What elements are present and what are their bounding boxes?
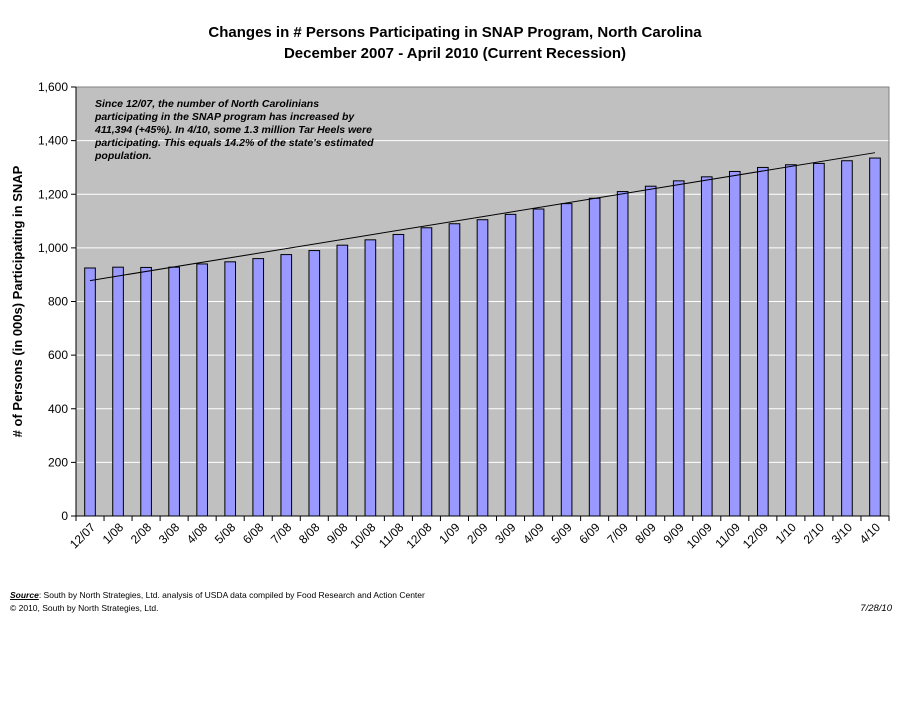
bar bbox=[140, 266, 152, 517]
bar bbox=[112, 266, 124, 517]
x-tick-label: 7/09 bbox=[604, 520, 631, 547]
chart-subtitle: December 2007 - April 2010 (Current Rece… bbox=[284, 45, 626, 62]
source-label: Source bbox=[10, 590, 39, 600]
y-tick-label: 200 bbox=[48, 455, 68, 469]
bar bbox=[869, 157, 881, 517]
y-tick-label: 1,000 bbox=[38, 241, 68, 255]
bar bbox=[644, 185, 657, 517]
x-tick-label: 1/10 bbox=[773, 520, 800, 547]
x-tick-label: 11/08 bbox=[376, 520, 407, 551]
x-tick-label: 12/07 bbox=[67, 520, 98, 551]
chart-title: Changes in # Persons Participating in SN… bbox=[208, 24, 702, 41]
bar bbox=[280, 254, 293, 517]
bar bbox=[616, 191, 629, 517]
bar bbox=[672, 180, 685, 517]
bar bbox=[728, 170, 741, 517]
x-tick-label: 3/09 bbox=[492, 520, 519, 547]
bar bbox=[364, 239, 377, 517]
bar bbox=[224, 261, 237, 517]
bar bbox=[392, 233, 405, 517]
y-tick-label: 0 bbox=[61, 509, 68, 523]
snap-chart: Changes in # Persons Participating in SN… bbox=[10, 24, 890, 551]
y-axis-label: # of Persons (in 000s) Participating in … bbox=[10, 165, 25, 437]
x-tick-label: 4/10 bbox=[857, 520, 884, 547]
x-tick-label: 6/09 bbox=[576, 520, 603, 547]
bar bbox=[84, 267, 96, 517]
x-tick-label: 5/08 bbox=[212, 520, 239, 547]
y-tick-label: 800 bbox=[48, 295, 68, 309]
bar bbox=[588, 197, 601, 517]
x-tick-label: 3/10 bbox=[829, 520, 856, 547]
x-tick-label: 2/09 bbox=[464, 520, 491, 547]
x-tick-label: 3/08 bbox=[156, 520, 183, 547]
x-tick-label: 12/08 bbox=[403, 520, 434, 551]
x-tick-label: 1/08 bbox=[100, 520, 127, 547]
copyright-note: © 2010, South by North Strategies, Ltd. bbox=[10, 603, 159, 613]
bar bbox=[420, 227, 433, 517]
x-tick-label: 4/09 bbox=[520, 520, 547, 547]
bar bbox=[196, 263, 208, 517]
x-tick-label: 2/08 bbox=[128, 520, 155, 547]
y-tick-label: 1,400 bbox=[38, 134, 68, 148]
y-tick-label: 1,200 bbox=[38, 187, 68, 201]
annotation-line: Since 12/07, the number of North Carolin… bbox=[95, 98, 319, 110]
bar bbox=[813, 162, 825, 517]
trend-line bbox=[89, 152, 876, 282]
source-note: Source: South by North Strategies, Ltd. … bbox=[10, 590, 425, 600]
source-text: : South by North Strategies, Ltd. analys… bbox=[38, 590, 425, 600]
x-tick-label: 9/09 bbox=[660, 520, 687, 547]
bar bbox=[700, 176, 713, 517]
annotation-text: Since 12/07, the number of North Carolin… bbox=[94, 98, 374, 162]
x-tick-label: 10/09 bbox=[684, 520, 715, 551]
x-tick-label: 8/08 bbox=[296, 520, 323, 547]
bar bbox=[785, 164, 797, 517]
y-tick-label: 400 bbox=[48, 402, 68, 416]
bar bbox=[841, 160, 853, 517]
chart-date: 7/28/10 bbox=[860, 603, 892, 614]
bar-series bbox=[84, 157, 881, 517]
bar bbox=[308, 250, 321, 517]
x-tick-label: 8/09 bbox=[632, 520, 659, 547]
bar bbox=[336, 244, 349, 517]
annotation-line: 411,394 (+45%). In 4/10, some 1.3 millio… bbox=[94, 124, 372, 136]
bar bbox=[476, 219, 489, 517]
x-tick-label: 1/09 bbox=[436, 520, 463, 547]
annotation-line: population. bbox=[94, 150, 152, 162]
x-tick-label: 4/08 bbox=[184, 520, 211, 547]
bar bbox=[757, 166, 769, 517]
x-tick-label: 10/08 bbox=[347, 520, 378, 551]
bar bbox=[532, 208, 545, 517]
x-tick-label: 7/08 bbox=[268, 520, 295, 547]
annotation-line: participating. This equals 14.2% of the … bbox=[94, 137, 374, 149]
annotation-line: participating in the SNAP program has in… bbox=[94, 111, 355, 123]
x-tick-label: 11/09 bbox=[712, 520, 743, 551]
bar bbox=[560, 203, 573, 517]
x-tick-label: 5/09 bbox=[548, 520, 575, 547]
x-tick-label: 6/08 bbox=[240, 520, 267, 547]
y-axis: 0 200 400 600 800 1,000 1,200 1,400 1,600 bbox=[38, 80, 77, 523]
bar bbox=[168, 266, 180, 517]
y-tick-label: 600 bbox=[48, 348, 68, 362]
x-tick-label: 2/10 bbox=[801, 520, 828, 547]
bar bbox=[504, 213, 517, 517]
x-tick-label: 12/09 bbox=[740, 520, 771, 551]
y-tick-label: 1,600 bbox=[38, 80, 68, 94]
bar bbox=[448, 223, 461, 517]
bar bbox=[252, 258, 265, 517]
x-tick-label: 9/08 bbox=[324, 520, 351, 547]
x-axis: 12/07 1/08 2/08 3/08 4/08 5/08 6/08 7/08 8/08 9/0… bbox=[67, 515, 890, 551]
